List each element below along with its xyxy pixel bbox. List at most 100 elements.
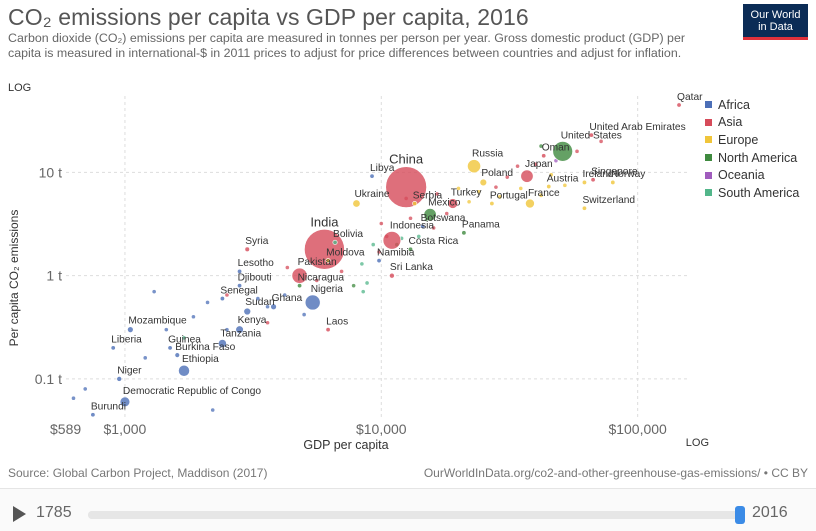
scatter-chart: 0.1 t 1 t 10 t $589 $1,000 $10,000 $100,000 GDP… — [7, 82, 709, 452]
point-label: Serbia — [413, 190, 443, 201]
x-tick-label: $100,000 — [608, 421, 667, 437]
scatter-point — [210, 408, 215, 412]
scatter-point — [152, 289, 156, 294]
scatter-point — [676, 102, 682, 108]
legend-swatch-africa — [705, 101, 712, 109]
scatter-point — [352, 199, 361, 208]
scatter-point — [178, 364, 190, 377]
scatter-point — [265, 320, 270, 325]
scatter-point — [243, 307, 251, 316]
scatter-point — [539, 193, 543, 198]
legend-item-south-america[interactable]: South America — [705, 184, 799, 202]
legend-item-africa[interactable]: Africa — [705, 96, 799, 114]
scatter-point — [389, 272, 395, 279]
legend-label: Europe — [718, 132, 759, 147]
point-label: Panama — [462, 220, 500, 231]
scatter-point — [325, 258, 331, 264]
scatter-point — [167, 345, 173, 351]
y-scale-toggle: LOG — [8, 82, 31, 94]
point-label: Libya — [370, 163, 395, 174]
scatter-point — [533, 162, 538, 167]
scatter-point — [423, 208, 437, 222]
chart-title: CO₂ emissions per capita vs GDP per capi… — [8, 4, 529, 30]
point-label: Austria — [547, 173, 579, 184]
x-axis-label: GDP per capita — [303, 438, 388, 452]
scatter-point — [256, 296, 260, 301]
y-tick-label: 1 t — [46, 268, 62, 284]
point-label: China — [389, 152, 424, 167]
scatter-point — [116, 376, 123, 382]
scatter-point — [520, 169, 534, 183]
point-label: United Arab Emirates — [589, 122, 685, 133]
legend-swatch-asia — [705, 118, 712, 126]
point-label: India — [310, 214, 339, 229]
source-note: Source: Global Carbon Project, Maddison … — [8, 466, 268, 480]
scatter-point — [420, 223, 426, 229]
scatter-point — [610, 179, 616, 185]
scatter-point — [119, 396, 131, 408]
point-label: Qatar — [677, 92, 703, 103]
scatter-point — [218, 339, 227, 348]
scatter-point — [302, 312, 306, 317]
scatter-point — [515, 164, 520, 168]
scatter-point — [581, 205, 587, 211]
point-label: Ukraine — [354, 189, 389, 200]
scatter-point — [297, 283, 303, 289]
scatter-point — [552, 141, 573, 162]
scatter-point — [332, 239, 338, 245]
legend-label: Africa — [718, 97, 750, 112]
point-label: Costa Rica — [409, 236, 459, 247]
point-label: Laos — [326, 316, 348, 327]
scatter-point — [498, 195, 502, 199]
scatter-point — [590, 177, 596, 183]
legend-item-oceania[interactable]: Oceania — [705, 166, 799, 184]
point-label: Bolivia — [333, 229, 363, 240]
y-tick-label: 10 t — [39, 164, 62, 180]
scatter-point — [265, 304, 270, 309]
scatter-point — [182, 336, 186, 340]
point-label: Oman — [542, 143, 570, 154]
point-label: Pakistan — [298, 257, 337, 268]
scatter-point — [361, 289, 366, 294]
x-tick-label: $10,000 — [356, 421, 407, 437]
point-label: Mexico — [428, 197, 461, 208]
scatter-point — [412, 201, 418, 207]
legend-swatch-europe — [705, 136, 712, 144]
legend-item-north-america[interactable]: North America — [705, 149, 799, 167]
point-label: United States — [561, 130, 622, 141]
timeline-end-year: 2016 — [752, 504, 788, 521]
legend-item-europe[interactable]: Europe — [705, 131, 799, 149]
scatter-point — [416, 234, 421, 239]
scatter-point — [219, 296, 225, 302]
scatter-point — [554, 158, 558, 163]
scatter-point — [304, 229, 345, 270]
point-label: Syria — [245, 236, 269, 247]
legend-item-asia[interactable]: Asia — [705, 114, 799, 132]
timeline-handle[interactable] — [735, 506, 745, 524]
scatter-point — [467, 159, 481, 174]
x-tick-label: $1,000 — [104, 421, 147, 437]
scatter-point — [379, 221, 384, 226]
owid-logo[interactable]: Our World in Data — [743, 4, 808, 40]
point-label: Singapore — [591, 167, 638, 178]
scatter-point — [351, 283, 356, 288]
scatter-point — [431, 226, 436, 230]
point-label: Portugal — [490, 190, 528, 201]
scatter-point — [494, 185, 498, 189]
play-icon[interactable] — [13, 506, 26, 522]
point-label: Norway — [611, 169, 646, 180]
point-label: Liberia — [111, 335, 142, 346]
scatter-point — [225, 327, 229, 332]
source-link[interactable]: OurWorldInData.org/co2-and-other-greenho… — [423, 466, 808, 480]
timeline-track[interactable] — [88, 511, 740, 519]
x-scale-toggle: LOG — [686, 437, 709, 449]
scatter-point — [546, 184, 552, 190]
scatter-point — [71, 396, 76, 401]
scatter-point — [365, 281, 369, 285]
legend-swatch-north-america — [705, 154, 712, 162]
scatter-point — [304, 294, 321, 311]
x-tick-label: $589 — [50, 421, 81, 437]
point-label: Burundi — [91, 402, 126, 413]
scatter-point — [505, 175, 510, 179]
scatter-point — [476, 189, 481, 194]
